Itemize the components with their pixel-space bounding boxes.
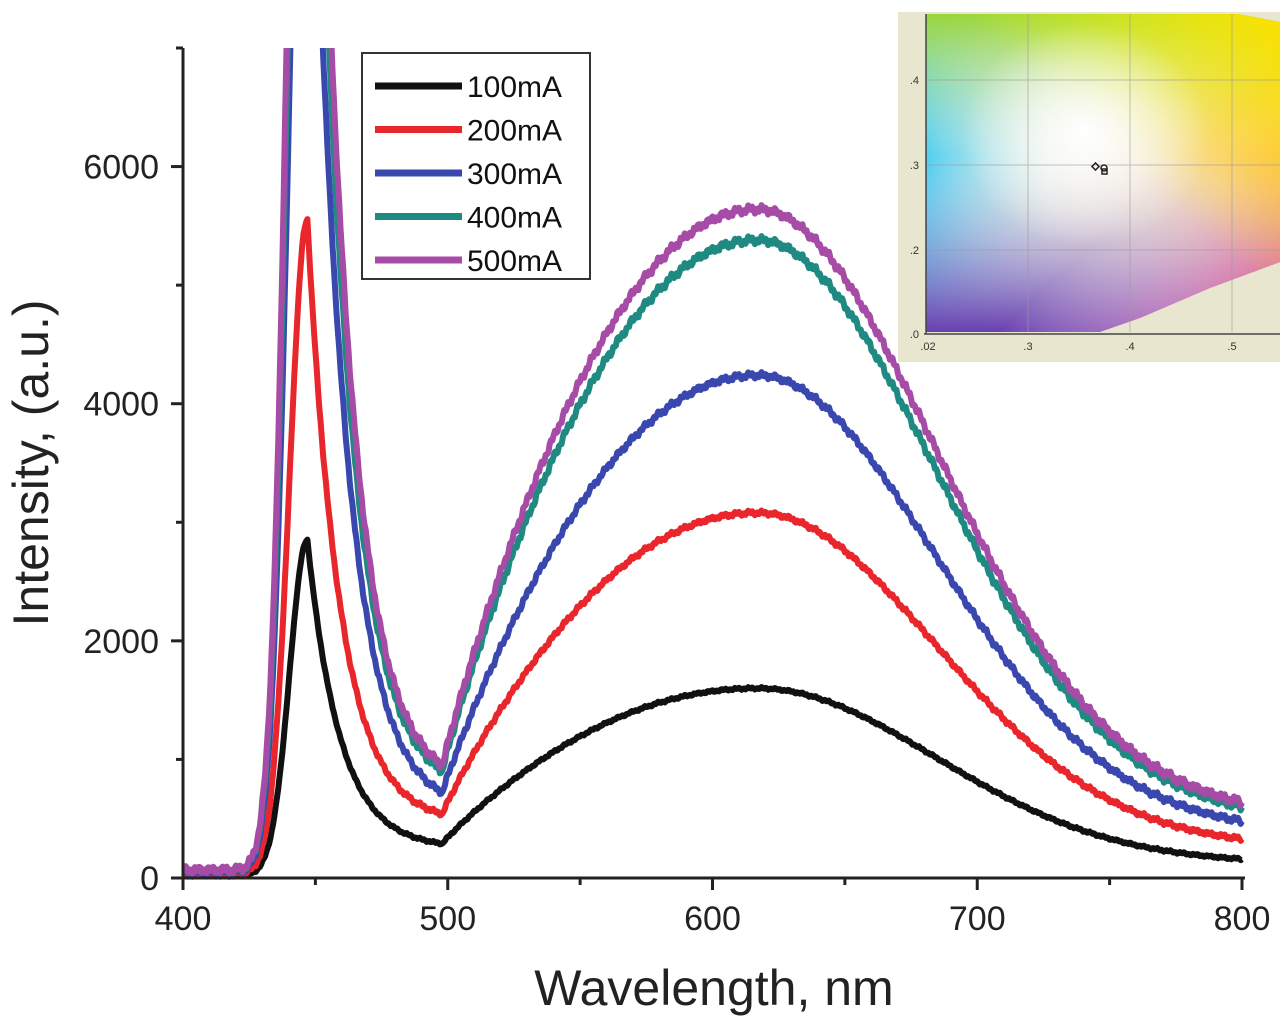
inset-cie-markers bbox=[1090, 161, 1108, 175]
x-tick-label: 500 bbox=[419, 900, 476, 938]
inset-x-tick: .5 bbox=[1227, 341, 1236, 353]
inset-y-tick: .4 bbox=[910, 75, 919, 87]
y-axis-title: Intensity, (a.u.) bbox=[3, 300, 59, 627]
legend: 100mA 200mA 300mA 400mA 500mA bbox=[361, 52, 591, 280]
legend-label: 500mA bbox=[467, 245, 562, 278]
legend-box bbox=[361, 52, 591, 280]
series-line-200mA bbox=[183, 216, 1245, 879]
y-tick-label: 4000 bbox=[83, 386, 159, 424]
x-tick-label: 400 bbox=[155, 900, 212, 938]
inset-y-tick: .2 bbox=[910, 245, 919, 257]
inset-y-tick: .3 bbox=[910, 160, 919, 172]
inset-color-field bbox=[924, 14, 1280, 335]
inset-ticks: .02 .3 .4 .5 .4 .3 .2 .0 bbox=[910, 75, 1237, 353]
legend-label: 400mA bbox=[467, 202, 562, 235]
x-tick-label: 700 bbox=[949, 900, 1006, 938]
series-line-100mA bbox=[183, 536, 1244, 880]
x-axis-title: Wavelength, nm bbox=[534, 960, 893, 1016]
y-tick-label: 0 bbox=[140, 860, 159, 898]
series-line-300mA bbox=[183, 48, 1245, 878]
series-layer bbox=[183, 48, 1245, 880]
x-ticks: 400 500 600 700 800 bbox=[155, 878, 1271, 938]
legend-label: 100mA bbox=[467, 71, 562, 104]
legend-label: 200mA bbox=[467, 115, 562, 148]
inset-y-tick: .0 bbox=[910, 329, 919, 341]
inset-x-tick: .3 bbox=[1023, 341, 1032, 353]
legend-label: 300mA bbox=[467, 158, 562, 191]
inset-x-tick: .02 bbox=[920, 341, 935, 353]
y-tick-label: 2000 bbox=[83, 623, 159, 661]
y-tick-label: 6000 bbox=[83, 149, 159, 187]
inset-cie-diagram: .02 .3 .4 .5 .4 .3 .2 .0 bbox=[898, 12, 1280, 362]
inset-x-tick: .4 bbox=[1125, 341, 1134, 353]
y-ticks: 0 2000 4000 6000 bbox=[83, 46, 183, 898]
series-line-500mA bbox=[183, 48, 1245, 877]
x-tick-label: 600 bbox=[684, 900, 741, 938]
x-tick-label: 800 bbox=[1214, 900, 1271, 938]
